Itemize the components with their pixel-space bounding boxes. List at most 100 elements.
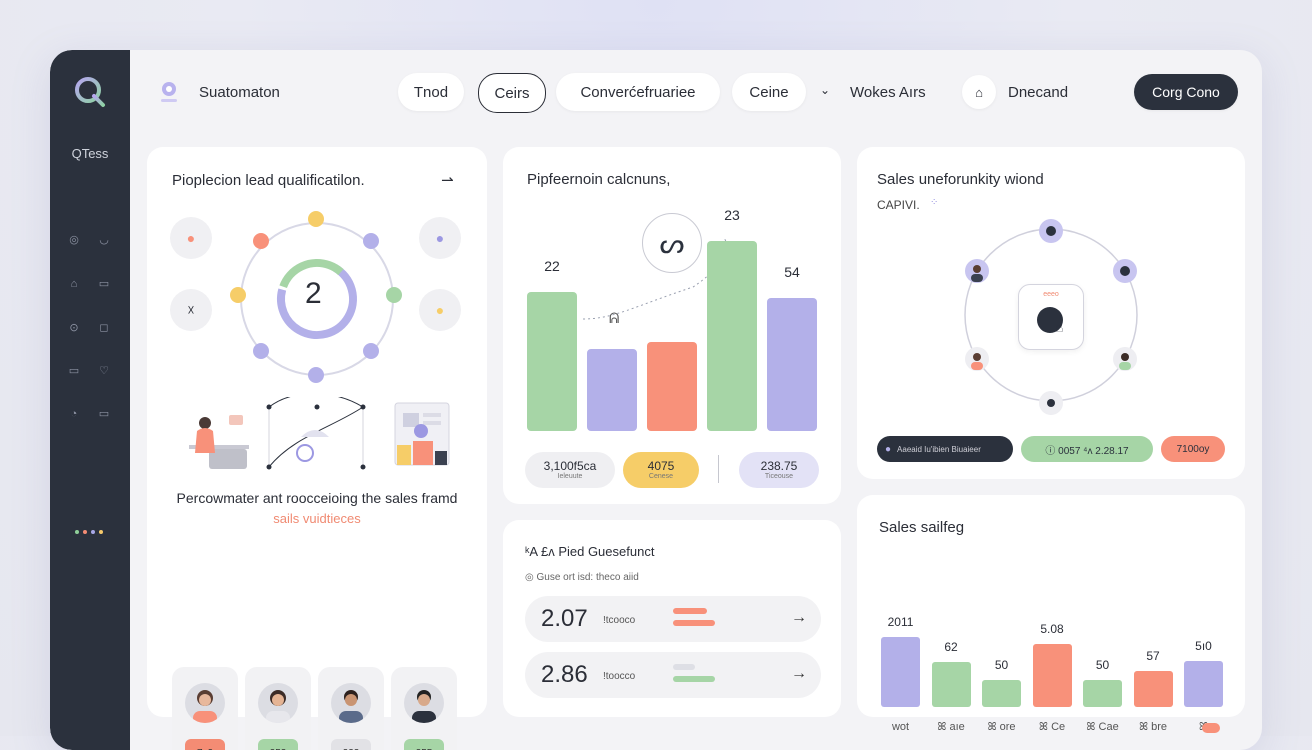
row-caption: !toocco xyxy=(603,671,636,682)
account-name[interactable]: Dnecand xyxy=(1008,84,1069,101)
card-title: Sales sailfeg xyxy=(879,519,965,536)
sales-bar[interactable] xyxy=(931,662,971,707)
pipeline-bar[interactable] xyxy=(767,298,817,431)
link-icon[interactable]: ᔕ xyxy=(642,213,702,273)
arrow-right-icon[interactable]: → xyxy=(791,665,807,682)
status-badge: 7ɔ2 xyxy=(185,739,225,750)
cursor-icon xyxy=(1037,307,1063,333)
chat-icon[interactable]: ● xyxy=(419,217,461,259)
card-title: Sales uneforunkity wiond xyxy=(877,171,1044,188)
tab-tnod[interactable]: Tnod xyxy=(398,73,464,111)
tag-pill[interactable]: ⓘ 0057 ⁴ʌ 2.28.17 xyxy=(1021,436,1153,462)
person-card[interactable]: 253 xyxy=(245,667,311,750)
arrow-right-icon[interactable]: → xyxy=(791,609,807,626)
row-value: 2.07 xyxy=(541,605,588,632)
x-icon[interactable]: ☓ xyxy=(170,289,212,331)
network-node[interactable] xyxy=(965,347,989,371)
account-icon[interactable]: ⌂ xyxy=(962,75,996,109)
shield-icon[interactable]: ◡ xyxy=(99,234,109,246)
workspace-dropdown[interactable]: Wokes Aırs xyxy=(850,84,926,101)
card-subtitle: ◎ Guse ort isd: theco aiid xyxy=(525,572,639,583)
funnel-row[interactable]: 2.86 !toocco → xyxy=(525,652,821,698)
heart-icon[interactable]: ♡ xyxy=(99,365,109,377)
network-node[interactable] xyxy=(1039,219,1063,243)
chat-icon: ● xyxy=(885,443,892,455)
funnel-row[interactable]: 2.07 !tcooco → xyxy=(525,596,821,642)
status-badge: 255 xyxy=(404,739,444,750)
x-tick-label: ꕤ bre xyxy=(1138,721,1168,733)
tab-ceine[interactable]: Ceine xyxy=(732,73,806,111)
sales-bar[interactable] xyxy=(982,680,1021,707)
bar-label: 2011 xyxy=(887,615,914,629)
tag-pill[interactable]: 7100oy xyxy=(1161,436,1225,462)
stat-value: 238.75 xyxy=(760,458,798,473)
card-title: Pipfeernoin calcnuns, xyxy=(527,171,671,188)
avatar xyxy=(331,683,371,723)
pipeline-bar[interactable] xyxy=(587,348,637,431)
monitor-icon[interactable]: ▭ xyxy=(98,408,110,420)
stat-caption: Ieleuute xyxy=(557,472,583,480)
avatar xyxy=(185,683,225,723)
orbit-dot xyxy=(363,233,379,249)
x-tick-label: ꕤ ore xyxy=(987,721,1016,733)
sidebar: QTess ◎ ◡ ⌂ ▭ ⊙ ◻ ▭ ♡ ◔ ▭ xyxy=(50,50,130,750)
center-label: eeeo xyxy=(1043,291,1059,298)
stat-pill[interactable]: 4075 Cenese xyxy=(623,452,699,488)
pipeline-bar[interactable] xyxy=(707,241,757,431)
person-card[interactable]: 7ɔ2 xyxy=(172,667,238,750)
person-card[interactable]: 233 xyxy=(318,667,384,750)
x-tick-label: ꕤ Ce xyxy=(1038,721,1066,733)
center-node[interactable]: eeeo ☝ xyxy=(1018,284,1084,350)
briefcase-icon[interactable]: ▭ xyxy=(68,365,80,377)
network-node[interactable] xyxy=(1039,391,1063,415)
chart-icon[interactable]: ◔ xyxy=(70,408,78,420)
flame-icon[interactable]: ● xyxy=(170,217,212,259)
person-card[interactable]: 255 xyxy=(391,667,457,750)
progress-indicator xyxy=(673,608,707,614)
app-logo-icon[interactable] xyxy=(72,74,108,110)
tag-pill[interactable]: ● Aaeaid Iu'ibien Biuaieer xyxy=(877,436,1013,462)
circle-icon[interactable]: ◎ xyxy=(69,234,79,246)
cup-icon[interactable]: ◻ xyxy=(99,322,109,334)
pipeline-bar[interactable] xyxy=(527,291,577,431)
card-subtitle: CAPIVI. xyxy=(877,198,920,212)
network-node[interactable] xyxy=(1113,347,1137,371)
orbit-dot xyxy=(308,367,324,383)
small-link-icon: ᕱ xyxy=(609,310,620,326)
bar-label: 50 xyxy=(1095,658,1110,672)
team-illustration xyxy=(189,397,450,470)
network-node[interactable] xyxy=(1113,259,1137,283)
orbit-dot xyxy=(386,287,402,303)
calendar-icon[interactable]: ▭ xyxy=(98,278,110,290)
sales-bar[interactable] xyxy=(1083,680,1122,707)
arrow-right-icon[interactable]: ⇀ xyxy=(441,172,454,189)
target-icon[interactable]: ⊙ xyxy=(69,322,79,334)
footer-link[interactable]: sails vuidtieces xyxy=(273,511,361,526)
tab-converefruariee[interactable]: Converćefruariee xyxy=(556,73,720,111)
lock-icon[interactable]: ⌂ xyxy=(70,278,78,290)
orbit-dot xyxy=(253,343,269,359)
tab-ceirs[interactable]: Ceirs xyxy=(478,73,546,113)
stat-caption: Ticeouse xyxy=(764,472,794,480)
bar-label: 54 xyxy=(784,264,800,280)
cta-button[interactable]: Corg Cono xyxy=(1134,74,1238,110)
status-badge: 233 xyxy=(331,739,371,750)
stat-pill[interactable]: 238.75 Ticeouse xyxy=(739,452,819,488)
bar-label: 5.08 xyxy=(1040,622,1064,636)
chevron-down-icon[interactable]: ⌄ xyxy=(820,83,831,97)
progress-indicator xyxy=(673,676,715,682)
sales-bar[interactable] xyxy=(881,637,920,707)
network-node[interactable] xyxy=(965,259,989,283)
brand-name: Suatomaton xyxy=(199,84,280,101)
sales-bar[interactable] xyxy=(1032,644,1072,707)
lead-qualification-card: Pioplecion lead qualificatilon. ⇀ 2 ● ☓ … xyxy=(147,147,487,750)
bulb-icon[interactable]: ● xyxy=(419,289,461,331)
sales-bar[interactable] xyxy=(1184,661,1223,707)
divider xyxy=(718,455,719,483)
funnel-card: ᵏA £ʌ Pied Guesefunct ◎ Guse ort isd: th… xyxy=(503,520,841,717)
bar-label: 5ı0 xyxy=(1195,639,1212,653)
pipeline-bar[interactable] xyxy=(647,342,697,431)
sales-bar[interactable] xyxy=(1133,671,1173,707)
stat-pill[interactable]: 3,100f5сa Ieleuute xyxy=(525,452,615,488)
stat-value: 4075 xyxy=(647,458,675,473)
